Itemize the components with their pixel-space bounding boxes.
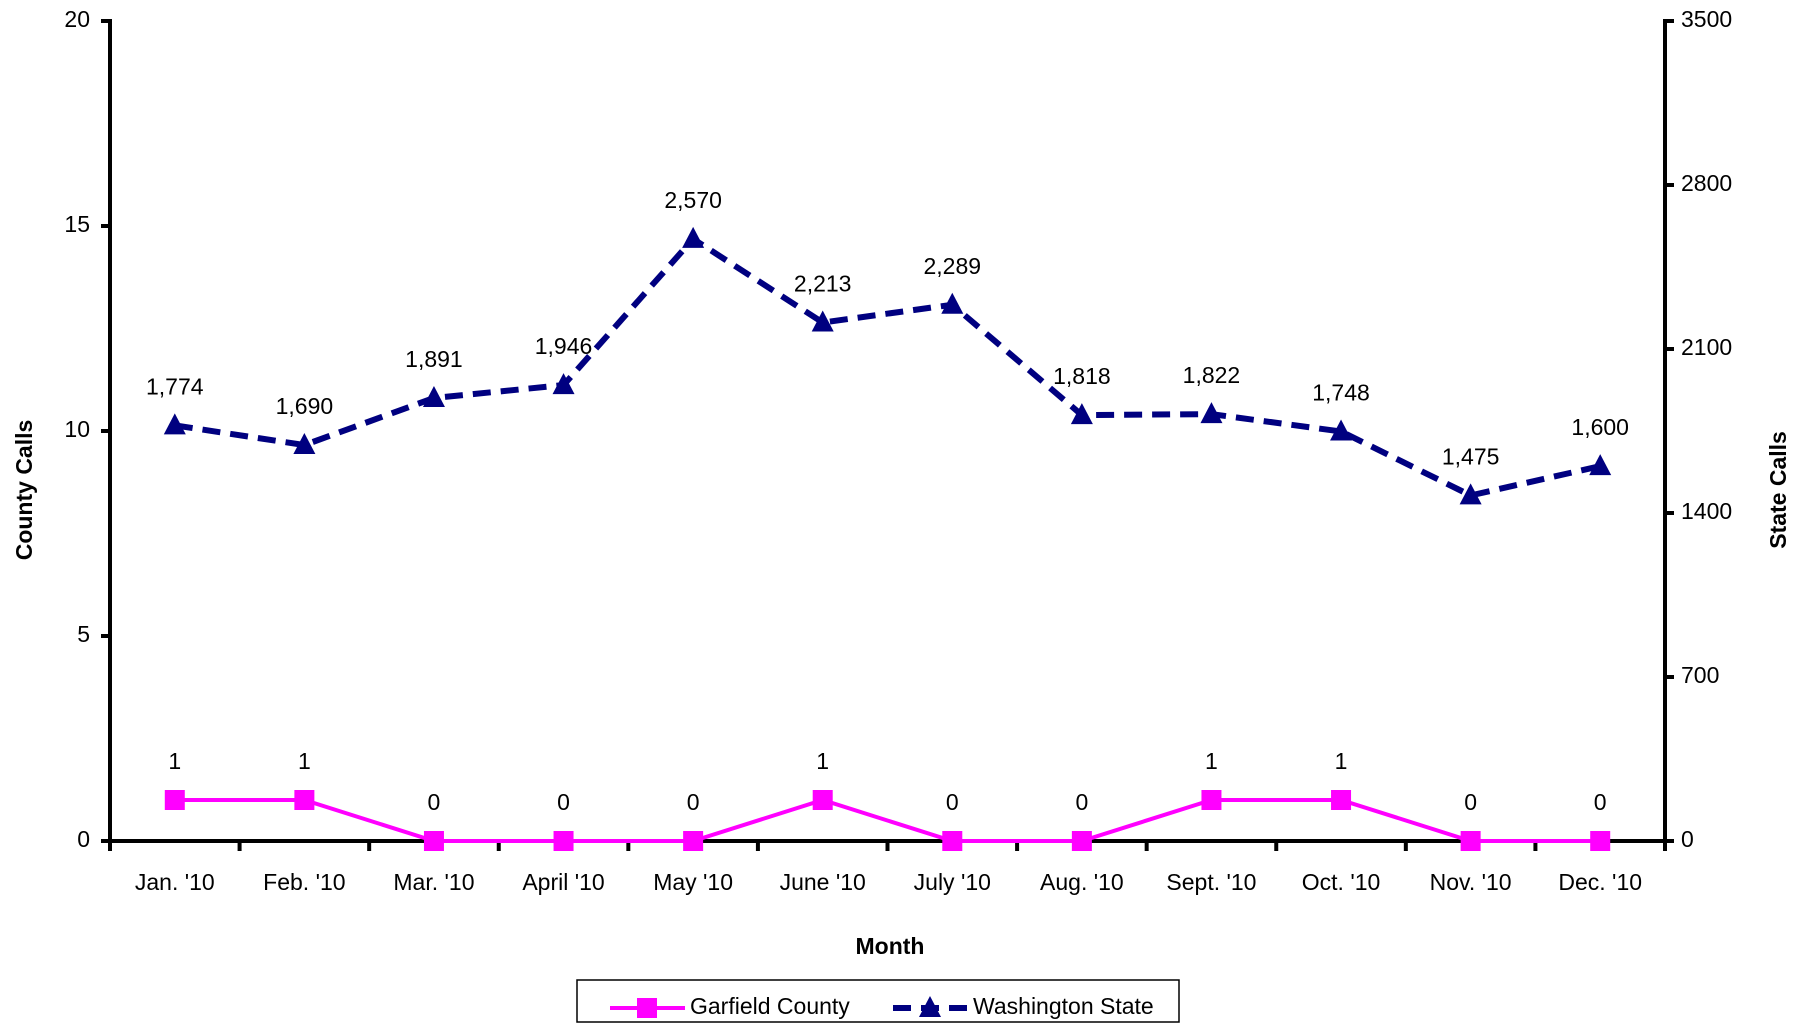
data-label: 1	[1335, 748, 1348, 774]
data-point	[1201, 790, 1222, 810]
data-point	[293, 433, 316, 455]
x-tick-label: Mar. '10	[393, 869, 474, 895]
data-label: 2,289	[924, 253, 982, 279]
x-tick-label: Feb. '10	[263, 869, 345, 895]
data-point	[812, 790, 833, 810]
data-point	[1460, 831, 1481, 851]
data-point	[1589, 454, 1612, 476]
x-tick-label: July '10	[914, 869, 991, 895]
data-point	[683, 831, 704, 851]
data-label: 1,600	[1571, 414, 1629, 440]
legend-label: Washington State	[973, 993, 1154, 1019]
y2-tick-label: 3500	[1681, 6, 1732, 32]
x-tick-label: Dec. '10	[1558, 869, 1642, 895]
data-point	[1331, 790, 1352, 810]
series-line	[174, 797, 1601, 843]
data-label: 1,822	[1183, 362, 1241, 388]
y2-tick-label: 700	[1681, 662, 1719, 688]
data-label: 0	[1594, 789, 1607, 815]
data-label: 1,475	[1442, 444, 1500, 470]
data-point	[682, 226, 705, 248]
data-point	[1590, 831, 1611, 851]
legend-label: Garfield County	[690, 993, 850, 1019]
data-point	[811, 310, 834, 332]
x-axis-label: Month	[856, 933, 925, 959]
legend-marker	[919, 996, 941, 1017]
x-tick-label: Aug. '10	[1040, 869, 1124, 895]
x-tick-label: May '10	[653, 869, 733, 895]
data-point	[423, 831, 444, 851]
x-tick-label: Jan. '10	[135, 869, 215, 895]
data-point	[422, 385, 445, 407]
y2-tick-label: 0	[1681, 826, 1694, 852]
x-tick-label: Sept. '10	[1166, 869, 1256, 895]
data-point	[1070, 403, 1093, 425]
y2-tick-label: 1400	[1681, 498, 1732, 524]
data-point	[163, 413, 186, 435]
data-label: 0	[557, 789, 570, 815]
data-point	[164, 790, 185, 810]
y-axis-label: County Calls	[11, 420, 37, 561]
data-point	[941, 292, 964, 314]
data-label: 2,570	[664, 187, 722, 213]
data-point	[1459, 483, 1482, 505]
data-label: 2,213	[794, 271, 852, 297]
y-tick-label: 10	[64, 416, 90, 442]
data-label: 1	[298, 748, 311, 774]
x-tick-label: Oct. '10	[1302, 869, 1381, 895]
data-point	[942, 831, 963, 851]
x-tick-label: June '10	[780, 869, 866, 895]
data-label: 1	[1205, 748, 1218, 774]
data-label: 1	[816, 748, 829, 774]
data-label: 0	[1075, 789, 1088, 815]
legend-box	[576, 979, 1180, 1023]
data-label: 0	[1464, 789, 1477, 815]
data-label: 1,690	[276, 393, 334, 419]
data-point	[553, 831, 574, 851]
y-tick-label: 0	[77, 826, 90, 852]
data-label: 1,748	[1312, 380, 1370, 406]
data-point	[552, 373, 575, 395]
x-tick-label: Nov. '10	[1430, 869, 1512, 895]
data-label: 0	[428, 789, 441, 815]
data-point	[1071, 831, 1092, 851]
y-tick-label: 15	[64, 211, 90, 237]
y-tick-label: 5	[77, 621, 90, 647]
data-label: 1,891	[405, 346, 463, 372]
legend-marker	[637, 998, 657, 1018]
data-label: 1,946	[535, 333, 593, 359]
data-point	[1200, 402, 1223, 424]
series-line	[174, 234, 1601, 499]
y-tick-label: 20	[64, 6, 90, 32]
data-label: 1,818	[1053, 363, 1111, 389]
y2-tick-label: 2100	[1681, 334, 1732, 360]
data-point	[1330, 419, 1353, 441]
data-point	[294, 790, 315, 810]
data-label: 1	[168, 748, 181, 774]
data-label: 0	[687, 789, 700, 815]
y2-axis-label: State Calls	[1765, 431, 1791, 549]
y2-tick-label: 2800	[1681, 170, 1732, 196]
data-label: 0	[946, 789, 959, 815]
x-tick-label: April '10	[522, 869, 604, 895]
data-label: 1,774	[146, 373, 204, 399]
